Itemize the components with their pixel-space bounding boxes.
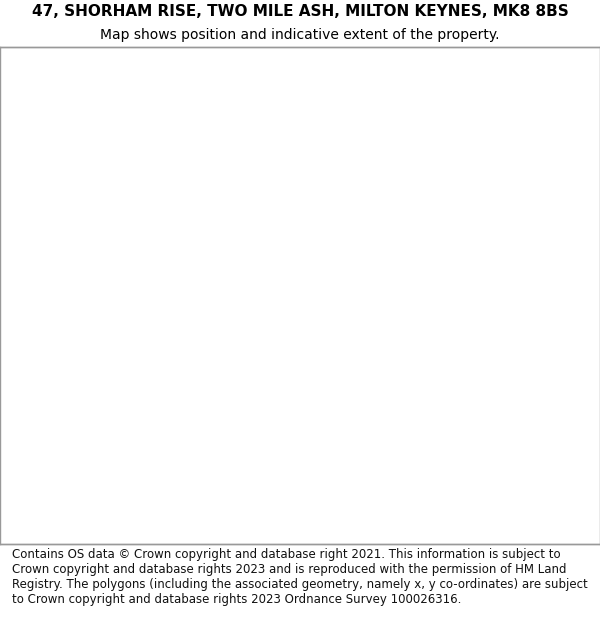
Bar — [350, 210, 368, 227]
Text: The High Street: The High Street — [205, 416, 235, 486]
Polygon shape — [380, 312, 600, 544]
Bar — [215, 313, 235, 334]
Polygon shape — [25, 111, 75, 151]
Bar — [175, 243, 194, 261]
Bar — [545, 75, 563, 91]
Bar — [330, 208, 349, 225]
Polygon shape — [420, 359, 600, 544]
Bar — [385, 120, 406, 139]
Bar — [505, 62, 525, 79]
Bar — [247, 199, 259, 225]
Polygon shape — [20, 162, 70, 209]
Bar — [480, 90, 502, 109]
Text: Shorham Rise: Shorham Rise — [478, 196, 542, 210]
Bar — [460, 136, 482, 157]
Bar — [165, 214, 184, 234]
Bar — [488, 383, 508, 399]
Bar — [235, 138, 256, 158]
Text: Map shows position and indicative extent of the property.: Map shows position and indicative extent… — [100, 28, 500, 42]
Bar — [240, 195, 256, 211]
Bar — [560, 79, 579, 95]
Bar — [385, 155, 406, 176]
Bar — [305, 206, 323, 222]
Bar — [540, 113, 562, 132]
Text: Cambron: Cambron — [142, 424, 161, 466]
Bar — [545, 177, 563, 191]
Bar — [525, 68, 545, 85]
Text: Stone Hill: Stone Hill — [174, 435, 196, 479]
Bar — [185, 126, 206, 146]
Text: Medhurs*: Medhurs* — [384, 113, 416, 154]
Text: Clay Hill: Clay Hill — [471, 341, 509, 353]
Bar — [280, 202, 298, 219]
Bar — [355, 112, 380, 134]
Polygon shape — [0, 47, 150, 336]
Text: Public Park Or Garden: Public Park Or Garden — [440, 406, 539, 416]
Bar — [195, 319, 214, 339]
Bar — [465, 382, 483, 396]
Text: Leafield Rise: Leafield Rise — [156, 169, 214, 183]
Text: Shorham Rise: Shorham Rise — [233, 191, 307, 208]
Text: Clay Hill: Clay Hill — [303, 86, 321, 124]
Bar — [415, 125, 437, 145]
Bar — [440, 132, 460, 151]
Bar — [420, 159, 443, 180]
Text: Kercroft: Kercroft — [497, 71, 533, 92]
Bar — [230, 226, 245, 241]
Bar — [355, 148, 378, 171]
Bar — [185, 180, 204, 199]
Text: Leafield Rise: Leafield Rise — [146, 298, 204, 311]
Polygon shape — [0, 47, 80, 151]
Bar — [250, 221, 266, 234]
Bar — [200, 234, 215, 248]
Bar — [575, 92, 592, 106]
Polygon shape — [0, 47, 30, 93]
Bar — [520, 172, 538, 186]
Bar — [160, 184, 181, 206]
Text: Contains OS data © Crown copyright and database right 2021. This information is : Contains OS data © Crown copyright and d… — [12, 548, 588, 606]
Text: 47, SHORHAM RISE, TWO MILE ASH, MILTON KEYNES, MK8 8BS: 47, SHORHAM RISE, TWO MILE ASH, MILTON K… — [32, 4, 568, 19]
Bar — [145, 220, 164, 239]
Bar — [155, 249, 174, 267]
Text: Sedgemere: Sedgemere — [61, 425, 83, 478]
Bar — [440, 378, 460, 394]
Bar — [565, 160, 583, 174]
Bar — [560, 126, 580, 143]
Bar — [580, 173, 596, 186]
Text: Play Space: Play Space — [463, 371, 517, 381]
Text: Norrington: Norrington — [520, 103, 541, 152]
Bar — [175, 325, 194, 345]
Text: Norbrek: Norbrek — [461, 202, 499, 220]
Bar — [260, 196, 278, 213]
Bar — [210, 133, 229, 151]
Bar — [450, 166, 470, 185]
Bar — [510, 102, 530, 120]
